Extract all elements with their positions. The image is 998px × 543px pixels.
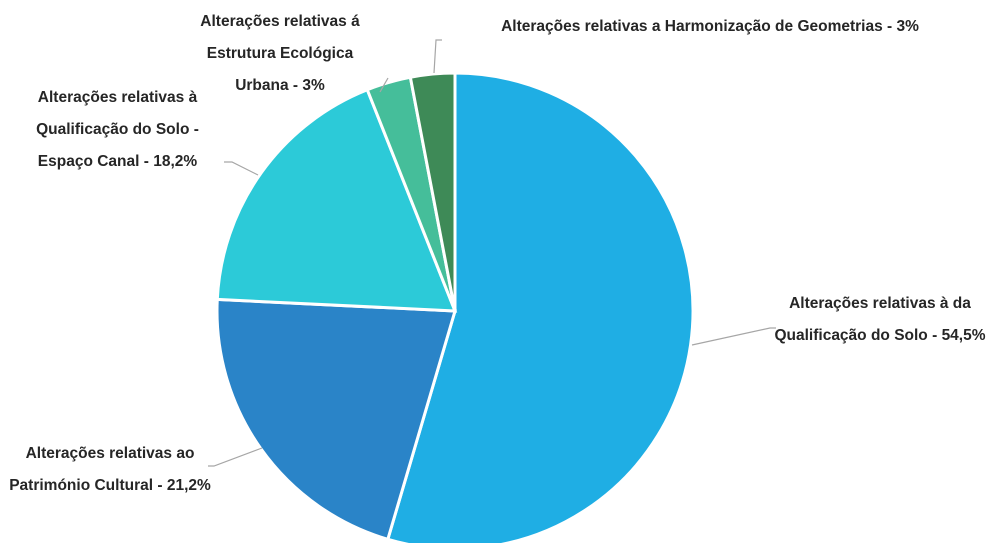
leader-line bbox=[691, 327, 776, 346]
label-value: 3% bbox=[896, 18, 919, 35]
leader-line bbox=[379, 77, 389, 93]
label-value: 54,5% bbox=[941, 327, 986, 344]
label-name: Alterações relativas á Estrutura Ecológi… bbox=[200, 13, 360, 94]
leader-line bbox=[208, 447, 263, 467]
label-value: 3% bbox=[302, 77, 325, 94]
leader-line bbox=[433, 39, 442, 74]
slices bbox=[215, 71, 695, 543]
label-name: Alterações relativas à da Qualificação d… bbox=[774, 295, 971, 344]
slice-label: Alterações relativas à Qualificação do S… bbox=[10, 82, 225, 178]
label-name: Alterações relativas à Qualificação do S… bbox=[36, 89, 199, 170]
leader-lines bbox=[208, 39, 776, 467]
slice-label: Alterações relativas à da Qualificação d… bbox=[770, 288, 990, 352]
leader-line bbox=[224, 161, 259, 176]
label-name: Alterações relativas a Harmonização de G… bbox=[501, 18, 893, 35]
pie-slice bbox=[215, 87, 458, 313]
slice-label: Alterações relativas a Harmonização de G… bbox=[440, 12, 980, 42]
pie-slice bbox=[408, 71, 457, 312]
label-value: 18,2% bbox=[153, 153, 198, 170]
label-name: Alterações relativas ao Património Cultu… bbox=[9, 445, 195, 494]
slice-label: Alterações relativas á Estrutura Ecológi… bbox=[180, 6, 380, 102]
slice-label: Alterações relativas ao Património Cultu… bbox=[5, 438, 215, 502]
label-value: 21,2% bbox=[166, 477, 211, 494]
pie-slice bbox=[385, 71, 695, 543]
